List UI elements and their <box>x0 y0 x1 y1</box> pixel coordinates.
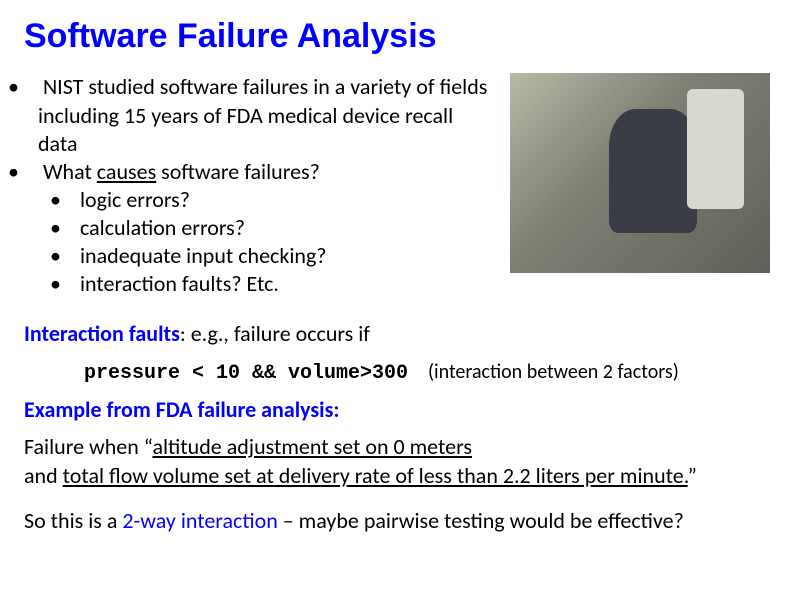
causes-underlined: causes <box>97 158 156 185</box>
bullet-list-secondary: logic errors? calculation errors? inadeq… <box>38 186 496 299</box>
failure-pre: Failure when “ <box>24 433 152 460</box>
interaction-faults-label: Interaction faults <box>24 320 180 347</box>
closing-blue: 2-way interaction <box>122 507 277 534</box>
failure-sentence: Failure when “altitude adjustment set on… <box>24 432 770 490</box>
content-row: NIST studied software failures in a vari… <box>24 73 770 298</box>
closing-pre: So this is a <box>24 507 122 534</box>
closing-post: – maybe pairwise testing would be effect… <box>278 507 684 534</box>
interaction-faults-line: Interaction faults: e.g., failure occurs… <box>24 319 770 348</box>
failure-underline-1: altitude adjustment set on 0 meters <box>152 433 472 460</box>
slide-title: Software Failure Analysis <box>24 18 770 55</box>
bullet-text: What <box>43 158 97 185</box>
failure-underline-2: total flow volume set at delivery rate o… <box>63 462 688 489</box>
list-item: logic errors? <box>78 186 496 214</box>
list-item: What causes software failures? logic err… <box>24 158 496 299</box>
bullets-column: NIST studied software failures in a vari… <box>24 73 496 298</box>
code-annotation: (interaction between 2 factors) <box>428 360 679 384</box>
list-item: interaction faults? Etc. <box>78 270 496 298</box>
medical-photo-icon <box>510 73 770 273</box>
bullet-text: interaction faults? Etc. <box>80 270 279 297</box>
code-expression: pressure < 10 && volume>300 <box>24 362 408 385</box>
bullet-text-after: software failures? <box>156 158 320 185</box>
list-item: NIST studied software failures in a vari… <box>24 73 496 157</box>
bullet-text: logic errors? <box>80 186 190 213</box>
list-item: calculation errors? <box>78 214 496 242</box>
code-line: pressure < 10 && volume>300 (interaction… <box>24 356 770 387</box>
example-label: Example from FDA failure analysis: <box>24 395 770 424</box>
bullet-text: NIST studied software failures in a vari… <box>38 73 487 156</box>
failure-post: ” <box>688 462 697 489</box>
bullet-text: calculation errors? <box>80 214 245 241</box>
closing-line: So this is a 2-way interaction – maybe p… <box>24 506 770 535</box>
list-item: inadequate input checking? <box>78 242 496 270</box>
failure-mid: and <box>24 462 63 489</box>
image-column <box>510 73 770 298</box>
interaction-faults-after: : e.g., failure occurs if <box>180 320 370 347</box>
bullet-list-primary: NIST studied software failures in a vari… <box>24 73 496 298</box>
bullet-text: inadequate input checking? <box>80 242 327 269</box>
